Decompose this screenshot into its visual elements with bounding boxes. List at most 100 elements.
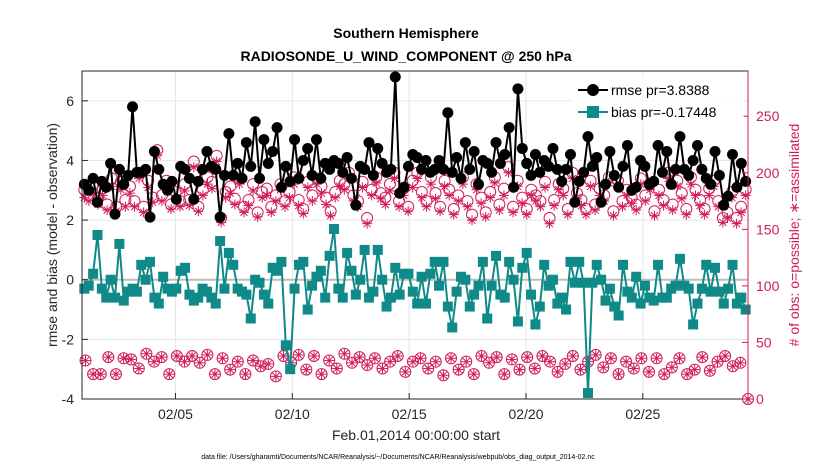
rmse-marker xyxy=(183,172,195,184)
bias-marker xyxy=(201,286,212,297)
lower-obs-assimilated-marker xyxy=(171,351,182,362)
bias-marker xyxy=(486,280,497,291)
y-tick-label: 4 xyxy=(66,152,74,168)
obs-assimilated-marker xyxy=(394,201,405,212)
obs-assimilated-marker xyxy=(699,209,710,220)
rmse-marker xyxy=(608,169,620,181)
bias-marker xyxy=(359,244,370,255)
rmse-marker xyxy=(240,137,252,149)
rmse-marker xyxy=(442,107,454,119)
obs-assimilated-marker xyxy=(544,218,555,229)
bias-marker xyxy=(565,256,576,267)
lower-obs-possible-marker xyxy=(186,350,199,363)
obs-assimilated-marker xyxy=(334,181,345,192)
rmse-marker xyxy=(740,175,752,187)
lower-obs-possible-marker xyxy=(148,355,161,368)
lower-obs-assimilated-marker xyxy=(187,351,198,362)
rmse-marker xyxy=(140,163,152,175)
rmse-marker xyxy=(630,181,642,193)
rmse-marker xyxy=(214,211,226,223)
obs-assimilated-marker xyxy=(120,201,131,212)
lower-obs-possible-marker xyxy=(384,355,397,368)
lower-obs-possible-marker xyxy=(597,361,610,374)
lower-obs-assimilated-marker xyxy=(301,364,312,375)
rmse-marker xyxy=(468,146,480,158)
lower-obs-assimilated-marker xyxy=(484,357,495,368)
lower-obs-assimilated-marker xyxy=(316,369,327,380)
lower-obs-possible-marker xyxy=(391,350,404,363)
x-tick-label: 02/05 xyxy=(158,406,193,422)
lower-obs-possible-marker xyxy=(536,350,549,363)
rmse-marker xyxy=(236,172,248,184)
bias-marker xyxy=(626,292,637,303)
lower-obs-possible-marker xyxy=(559,357,572,370)
lower-obs-possible-marker xyxy=(445,352,458,365)
lower-obs-assimilated-marker xyxy=(423,363,434,374)
obs-assimilated-marker xyxy=(731,218,742,229)
bias-marker xyxy=(727,259,738,270)
rmse-marker xyxy=(192,175,204,187)
lower-obs-assimilated-marker xyxy=(529,363,540,374)
bias-marker xyxy=(482,313,493,324)
obs-assimilated-marker xyxy=(225,188,236,199)
bias-marker xyxy=(710,262,721,273)
lower-obs-assimilated-marker xyxy=(362,360,373,371)
rmse-marker xyxy=(153,163,165,175)
obs-assimilated-marker xyxy=(416,192,427,203)
lower-obs-assimilated-marker xyxy=(369,353,380,364)
obs-assimilated-marker xyxy=(357,182,368,193)
lower-obs-possible-marker xyxy=(307,350,320,363)
obs-assimilated-marker xyxy=(581,209,592,220)
rmse-marker xyxy=(232,157,244,169)
bias-marker xyxy=(683,283,694,294)
rmse-marker xyxy=(591,151,603,163)
rmse-marker xyxy=(411,151,423,163)
lower-obs-assimilated-marker xyxy=(537,351,548,362)
bias-marker xyxy=(96,283,107,294)
rmse-marker xyxy=(586,160,598,172)
obs-assimilated-marker xyxy=(448,209,459,220)
bias-marker xyxy=(289,283,300,294)
rmse-marker xyxy=(249,116,261,128)
obs-assimilated-marker xyxy=(558,190,569,201)
bias-marker xyxy=(223,247,234,258)
lower-obs-assimilated-marker xyxy=(453,364,464,375)
obs-assimilated-marker xyxy=(179,185,190,196)
obs-assimilated-marker xyxy=(321,199,332,210)
lower-obs-possible-marker xyxy=(224,363,237,376)
lower-obs-possible-marker xyxy=(376,362,389,375)
bias-marker xyxy=(350,289,361,300)
rmse-marker xyxy=(731,181,743,193)
rmse-marker xyxy=(639,160,651,172)
rmse-marker xyxy=(262,157,274,169)
rmse-marker xyxy=(481,157,493,169)
lower-obs-possible-marker xyxy=(734,356,747,369)
y-axis-label: rmse and bias (model - observation) xyxy=(44,123,60,347)
lower-obs-possible-marker xyxy=(696,351,709,364)
legend-rmse-label: rmse pr=3.8388 xyxy=(611,82,710,98)
obs-assimilated-marker xyxy=(165,203,176,214)
obs-assimilated-marker xyxy=(403,206,414,217)
lower-obs-possible-marker xyxy=(467,368,480,381)
bias-marker xyxy=(512,316,523,327)
y-tick-label: 2 xyxy=(66,212,74,228)
lower-obs-possible-marker xyxy=(452,363,465,376)
obs-assimilated-marker xyxy=(238,207,249,218)
rmse-marker xyxy=(508,181,520,193)
lower-obs-assimilated-marker xyxy=(263,358,274,369)
bias-marker xyxy=(254,277,265,288)
rmse-marker xyxy=(713,169,725,181)
bias-marker xyxy=(215,235,226,246)
rmse-marker xyxy=(486,166,498,178)
bias-marker xyxy=(696,283,707,294)
obs-assimilated-marker xyxy=(229,199,240,210)
obs-assimilated-marker xyxy=(307,196,318,207)
obs-assimilated-marker xyxy=(339,184,350,195)
y-right-tick-label: 50 xyxy=(756,334,772,350)
rmse-marker xyxy=(118,178,130,190)
bias-marker xyxy=(526,289,537,300)
lower-obs-assimilated-marker xyxy=(522,352,533,363)
lower-obs-possible-marker xyxy=(178,355,191,368)
lower-obs-possible-marker xyxy=(460,355,473,368)
